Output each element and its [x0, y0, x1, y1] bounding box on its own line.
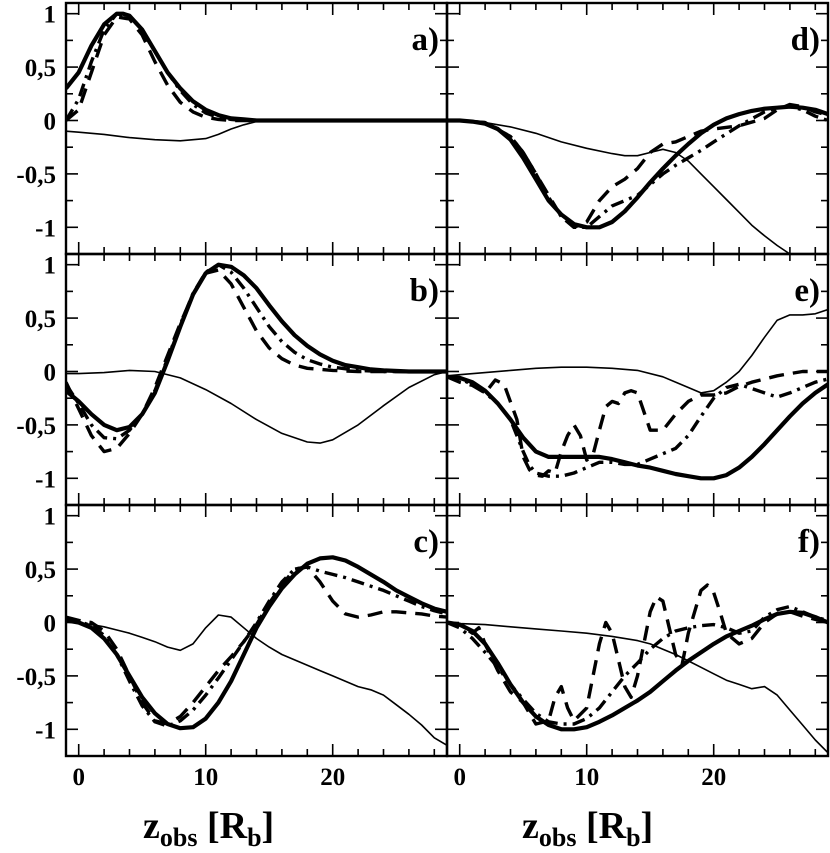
y-tick-label: 0,5 [25, 557, 56, 584]
series-line-thick [66, 555, 447, 731]
y-tick-label: 1 [44, 2, 57, 29]
y-tick-label: -1 [35, 466, 56, 493]
panel-c: c) [64, 503, 449, 758]
x-axis-title-right: zobs [Rb] [522, 805, 653, 852]
series-line-dashdot [66, 565, 447, 728]
series-line-dashdot [66, 11, 447, 123]
panel-frame [445, 1, 830, 256]
y-tick-label: 1 [44, 504, 57, 531]
series-line-dash [66, 268, 447, 454]
y-tick-label: -0,5 [16, 664, 56, 691]
panel-b: b) [64, 252, 449, 507]
series-line-thick [66, 262, 447, 433]
series-line-dash [447, 369, 828, 478]
panels: a) d) b) e) c) f) [64, 1, 830, 758]
series-line-dashdot [447, 375, 828, 478]
panel-label: e) [794, 273, 820, 309]
y-tick-label: -1 [35, 717, 56, 744]
series-line-thin [66, 614, 447, 746]
series-line-dash [66, 15, 447, 123]
series-line-dash [447, 102, 828, 230]
x-tick-label: 20 [320, 764, 345, 791]
series-line-thick [66, 11, 447, 123]
panel-e: e) [445, 252, 830, 507]
x-tick-label: 10 [193, 764, 218, 791]
y-tick-label: 0 [44, 610, 57, 637]
y-tick-label: 1 [44, 253, 57, 280]
panel-label: b) [410, 273, 439, 309]
series-line-dashdot [447, 604, 828, 726]
y-tick-label: 0,5 [25, 55, 56, 82]
x-tick-label: 20 [701, 764, 726, 791]
y-tick-labels: 1 0,5 0 -0,5 -1 1 0,5 0 -0,5 -1 1 0,5 0 -0,5 -1 [16, 2, 56, 745]
x-tick-label: 10 [574, 764, 599, 791]
series-line-thick [447, 104, 828, 230]
series-line-thin [447, 119, 828, 254]
panel-label: f) [798, 524, 820, 560]
series-line-thin [66, 369, 447, 444]
panel-label: c) [413, 524, 439, 560]
panel-label: d) [791, 22, 820, 58]
series-line-thin [447, 621, 828, 754]
panel-label: a) [412, 22, 440, 58]
y-tick-label: -1 [35, 215, 56, 242]
series-line-thick [447, 609, 828, 732]
x-axis-title-left: zobs [Rb] [143, 805, 274, 852]
y-tick-label: 0 [44, 359, 57, 386]
x-tick-label: 0 [453, 764, 466, 791]
x-tick-label: 0 [72, 764, 85, 791]
y-tick-label: 0 [44, 108, 57, 135]
series-line-dash [447, 583, 828, 726]
panel-a: a) [64, 1, 449, 256]
series-line-thin [66, 119, 447, 142]
panel-f: f) [445, 503, 830, 758]
series-line-thin [447, 308, 828, 394]
y-tick-label: 0,5 [25, 306, 56, 333]
panel-frame [445, 503, 830, 758]
y-tick-label: -0,5 [16, 162, 56, 189]
y-tick-label: -0,5 [16, 413, 56, 440]
series-line-thick [447, 374, 828, 481]
panel-d: d) [445, 1, 830, 256]
panel-frame [64, 1, 449, 256]
x-tick-labels: 0 10 20 0 10 20 [72, 764, 726, 791]
